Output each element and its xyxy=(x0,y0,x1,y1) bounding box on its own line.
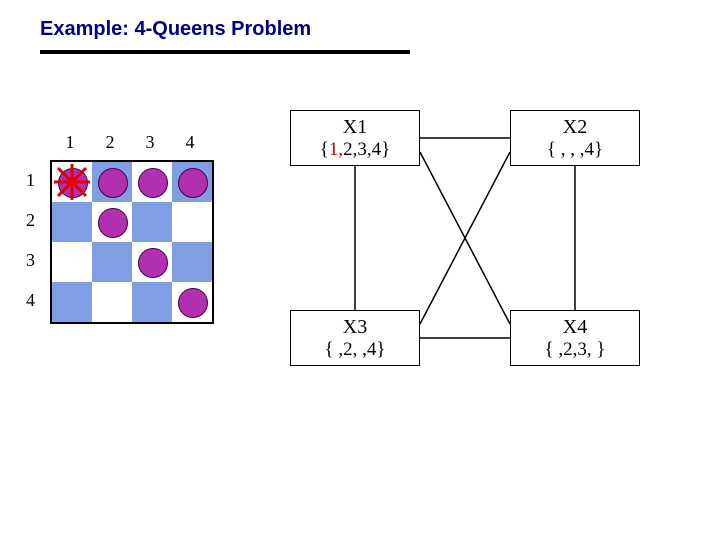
var-domain: { ,2,3, } xyxy=(517,339,633,362)
queen-icon xyxy=(178,288,208,318)
var-name: X1 xyxy=(297,115,413,139)
board-cell xyxy=(52,242,92,282)
board-cell xyxy=(172,242,212,282)
board-cell xyxy=(172,282,212,322)
col-label: 2 xyxy=(90,132,130,153)
row-label: 1 xyxy=(26,160,35,200)
board-cell xyxy=(52,282,92,322)
queen-icon xyxy=(138,248,168,278)
board-cell xyxy=(92,162,132,202)
queen-icon xyxy=(178,168,208,198)
board-cell xyxy=(52,162,92,202)
queen-icon xyxy=(138,168,168,198)
board-row-labels: 1 2 3 4 xyxy=(26,160,35,320)
col-label: 4 xyxy=(170,132,210,153)
board-col-labels: 1 2 3 4 xyxy=(50,132,210,153)
board-cell xyxy=(52,202,92,242)
var-name: X4 xyxy=(517,315,633,339)
col-label: 3 xyxy=(130,132,170,153)
var-name: X2 xyxy=(517,115,633,139)
board-cell xyxy=(92,282,132,322)
node-x4: X4 { ,2,3, } xyxy=(510,310,640,366)
graph-edge xyxy=(420,152,510,324)
board-cell xyxy=(132,202,172,242)
board-cell xyxy=(92,202,132,242)
board-cell xyxy=(132,242,172,282)
var-domain: {1,2,3,4} xyxy=(297,139,413,162)
board-cell xyxy=(172,162,212,202)
board-cell xyxy=(132,162,172,202)
queen-icon xyxy=(98,208,128,238)
row-label: 4 xyxy=(26,280,35,320)
node-x3: X3 { ,2, ,4} xyxy=(290,310,420,366)
row-label: 3 xyxy=(26,240,35,280)
var-name: X3 xyxy=(297,315,413,339)
chessboard: 1 2 3 4 1 2 3 4 xyxy=(50,160,214,324)
queen-icon xyxy=(58,168,88,198)
queen-icon xyxy=(98,168,128,198)
col-label: 1 xyxy=(50,132,90,153)
var-domain: { ,2, ,4} xyxy=(297,339,413,362)
constraint-graph: X1 {1,2,3,4} X2 { , , ,4} X3 { ,2, ,4} X… xyxy=(280,110,680,390)
board-cell xyxy=(132,282,172,322)
graph-edge xyxy=(420,152,510,324)
var-domain: { , , ,4} xyxy=(517,139,633,162)
board-cell xyxy=(92,242,132,282)
node-x2: X2 { , , ,4} xyxy=(510,110,640,166)
node-x1: X1 {1,2,3,4} xyxy=(290,110,420,166)
row-label: 2 xyxy=(26,200,35,240)
board-cell xyxy=(172,202,212,242)
title-underline xyxy=(40,50,410,54)
board-grid xyxy=(50,160,214,324)
page-title: Example: 4-Queens Problem xyxy=(40,18,311,41)
